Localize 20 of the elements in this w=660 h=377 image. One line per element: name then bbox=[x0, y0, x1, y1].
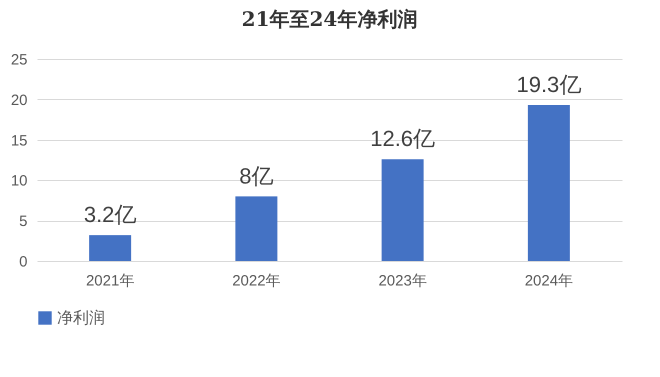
data-label: 3.2亿 bbox=[84, 202, 136, 228]
y-tick-label: 25 bbox=[10, 52, 28, 68]
bar bbox=[528, 105, 570, 261]
chart-title: 21年至24年净利润 bbox=[242, 7, 418, 31]
y-tick-label: 20 bbox=[10, 92, 28, 109]
bar bbox=[235, 196, 278, 261]
bar bbox=[89, 235, 132, 261]
y-tick-label: 5 bbox=[19, 213, 28, 230]
data-label: 8亿 bbox=[239, 163, 274, 188]
y-tick-label: 10 bbox=[10, 172, 28, 190]
x-tick-label: 2023年 bbox=[378, 272, 427, 290]
data-label: 19.3亿 bbox=[516, 72, 582, 98]
y-tick-label: 15 bbox=[10, 132, 28, 150]
x-tick-label: 2022年 bbox=[232, 272, 281, 290]
bar bbox=[382, 159, 424, 261]
x-tick-label: 2024年 bbox=[524, 272, 574, 290]
data-label: 12.6亿 bbox=[370, 126, 436, 152]
legend-label: 净利润 bbox=[57, 309, 105, 327]
y-tick-label: 0 bbox=[19, 254, 28, 270]
x-tick-label: 2021年 bbox=[86, 272, 134, 290]
